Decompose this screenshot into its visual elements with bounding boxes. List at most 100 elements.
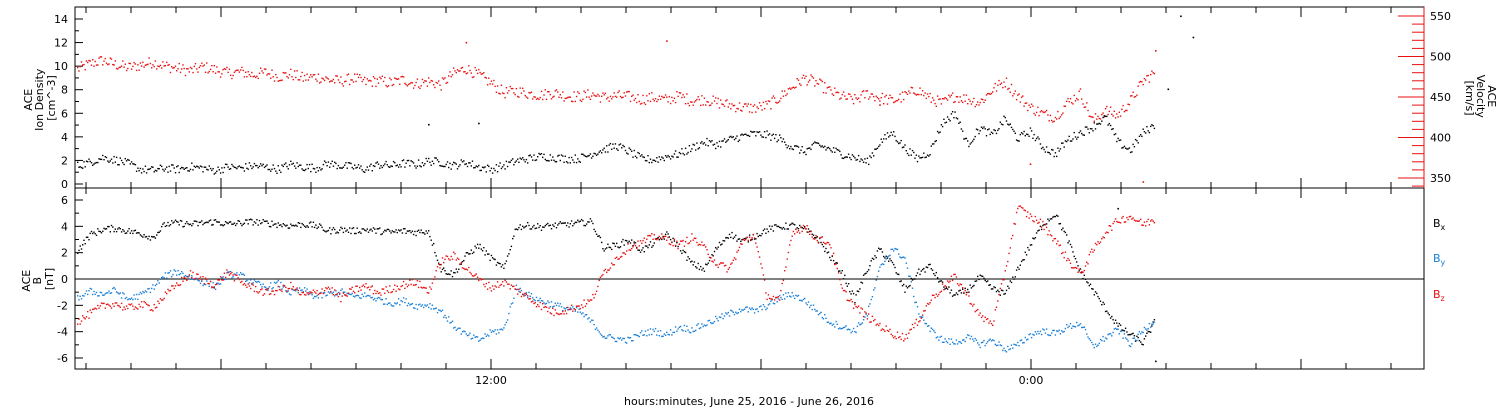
velocity-point xyxy=(203,64,205,66)
bz-point xyxy=(226,269,228,271)
velocity-point xyxy=(168,63,170,66)
velocity-point xyxy=(623,92,625,94)
density-point xyxy=(819,144,821,146)
bz-point xyxy=(565,312,568,315)
bz-point xyxy=(1134,220,1137,222)
bz-point xyxy=(886,329,889,332)
velocity-point xyxy=(544,89,546,91)
by-point xyxy=(611,336,613,338)
bx-point xyxy=(520,228,523,231)
velocity-point xyxy=(223,68,226,70)
by-point xyxy=(791,292,793,294)
by-point xyxy=(431,304,434,306)
velocity-point xyxy=(476,72,479,75)
density-point xyxy=(580,153,583,155)
by-point xyxy=(860,323,862,325)
bx-point xyxy=(647,246,649,249)
bz-point xyxy=(967,291,969,294)
bx-point xyxy=(224,221,227,223)
bz-point xyxy=(129,304,131,306)
density-point xyxy=(773,137,776,140)
by-point xyxy=(626,342,628,344)
by-point xyxy=(738,308,741,310)
bx-point xyxy=(271,220,273,222)
velocity-point xyxy=(632,94,634,96)
velocity-point xyxy=(1108,110,1110,113)
velocity-point xyxy=(280,79,282,82)
by-point xyxy=(998,341,1000,343)
bz-point xyxy=(488,281,490,284)
bx-point xyxy=(1045,223,1048,225)
density-point xyxy=(485,171,487,173)
bz-point xyxy=(380,294,382,296)
by-point xyxy=(1024,336,1026,339)
density-point xyxy=(426,160,429,162)
velocity-point xyxy=(529,92,531,94)
bx-point xyxy=(1137,336,1139,339)
bx-point xyxy=(624,239,627,242)
bz-point xyxy=(822,241,825,244)
by-point xyxy=(543,302,545,304)
density-point xyxy=(339,167,341,169)
density-point xyxy=(329,166,331,168)
velocity-point xyxy=(678,92,681,94)
velocity-point xyxy=(219,76,222,78)
velocity-point xyxy=(683,96,686,98)
velocity-point xyxy=(713,100,716,102)
bx-point xyxy=(757,235,759,238)
by-point xyxy=(859,324,861,326)
velocity-point xyxy=(273,80,276,82)
by-point xyxy=(301,289,303,291)
by-point xyxy=(741,309,743,311)
bx-point xyxy=(695,266,697,268)
velocity-point xyxy=(1077,99,1079,101)
bx-point xyxy=(1108,314,1110,316)
density-point xyxy=(137,167,139,169)
bx-point xyxy=(204,221,207,224)
bx-point xyxy=(544,225,546,227)
bx-point xyxy=(577,219,579,221)
velocity-point xyxy=(575,95,578,98)
bx-point xyxy=(233,222,236,224)
velocity-point xyxy=(1138,81,1141,83)
density-point xyxy=(837,149,840,151)
bx-point xyxy=(738,238,741,240)
bx-point xyxy=(425,230,427,232)
by-point xyxy=(721,313,723,315)
bx-point xyxy=(95,234,98,236)
density-point xyxy=(871,152,874,154)
bz-point xyxy=(470,273,472,275)
bz-point xyxy=(394,284,396,286)
density-point xyxy=(495,164,498,166)
bz-point xyxy=(123,306,125,308)
bx-point xyxy=(238,220,241,222)
by-point xyxy=(761,308,763,311)
density-point xyxy=(253,162,256,165)
density-point xyxy=(552,156,554,158)
velocity-point xyxy=(439,84,441,86)
bx-point xyxy=(1033,238,1035,240)
bx-point xyxy=(634,242,637,244)
bz-point xyxy=(677,247,679,250)
density-point xyxy=(693,144,696,146)
density-point xyxy=(402,159,405,161)
bz-point xyxy=(860,307,862,309)
density-point xyxy=(449,162,451,165)
velocity-point xyxy=(599,101,602,103)
velocity-point xyxy=(142,61,144,64)
bx-point xyxy=(667,233,669,235)
bx-point xyxy=(830,259,832,261)
bz-point xyxy=(870,321,872,323)
bx-point xyxy=(1061,229,1063,231)
by-point xyxy=(875,279,877,281)
density-point xyxy=(371,170,373,172)
bfield-title-line2: B xyxy=(31,277,44,285)
bz-point xyxy=(1068,259,1070,261)
by-point xyxy=(153,288,155,290)
bz-point xyxy=(698,243,701,246)
by-point xyxy=(718,316,721,318)
by-point xyxy=(628,337,630,339)
density-point xyxy=(755,135,757,137)
bx-point xyxy=(113,230,115,233)
by-point xyxy=(557,302,559,304)
